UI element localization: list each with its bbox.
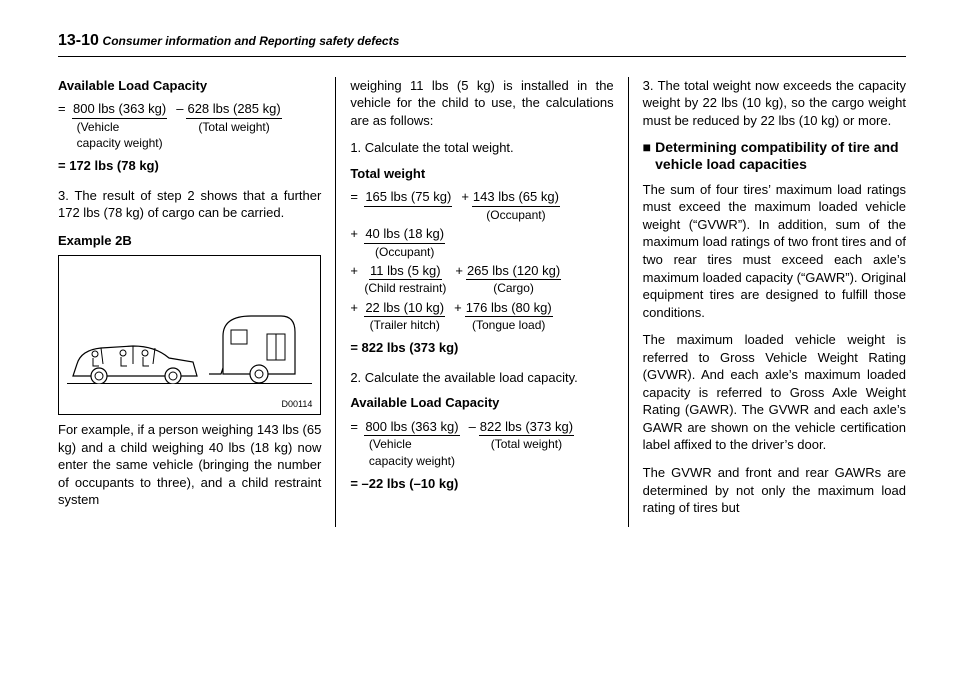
page-header: 13-10 Consumer information and Reporting… (58, 30, 906, 57)
figure-code: D00114 (281, 398, 312, 410)
term-value: 143 lbs (65 kg) (472, 188, 560, 207)
tw-row: + 40 lbs (18 kg)(Occupant) (350, 225, 613, 260)
calc-term: 628 lbs (285 kg) (Total weight) (186, 100, 281, 151)
result-value: –22 lbs (–10 kg) (362, 476, 459, 491)
tw-result: = 822 lbs (373 kg) (350, 339, 613, 357)
tw-row: + 11 lbs (5 kg)(Child restraint) + 265 l… (350, 262, 613, 297)
term-label: (Occupant) (375, 244, 434, 260)
alc-heading-2: Available Load Capacity (350, 394, 613, 412)
step-text: 2. Calculate the available load capacity… (350, 369, 613, 387)
paragraph: The maximum loaded vehicle weight is ref… (643, 331, 906, 454)
term-label: (Total weight) (491, 436, 562, 452)
equals-sign: = (58, 100, 72, 118)
paragraph: weighing 11 lbs (5 kg) is installed in t… (350, 77, 613, 130)
result-value: 822 lbs (373 kg) (362, 340, 459, 355)
vehicle-trailer-figure: D00114 (58, 255, 321, 415)
square-bullet-icon: ■ (643, 139, 651, 156)
row-prefix: = (350, 188, 364, 206)
tw-row: + 22 lbs (10 kg)(Trailer hitch) + 176 lb… (350, 299, 613, 334)
section-heading: ■ Determining compatibility of tire and … (643, 139, 906, 173)
column-1: Available Load Capacity = 800 lbs (363 k… (58, 77, 335, 527)
paragraph: For example, if a person weighing 143 lb… (58, 421, 321, 509)
term-label: (Total weight) (198, 119, 269, 135)
alc-calc-row-2: = 800 lbs (363 kg)(Vehiclecapacity weigh… (350, 418, 613, 469)
term-label: (Vehiclecapacity weight) (77, 119, 163, 151)
row-prefix: + (350, 225, 364, 243)
paragraph: The GVWR and front and rear GAWRs are de… (643, 464, 906, 517)
term-value: 800 lbs (363 kg) (72, 100, 167, 119)
term-value: 822 lbs (373 kg) (479, 418, 574, 437)
minus-op: – (466, 418, 479, 469)
content-columns: Available Load Capacity = 800 lbs (363 k… (58, 77, 906, 527)
page-number: 13-10 (58, 32, 99, 49)
term-label: (Cargo) (493, 280, 534, 296)
paragraph: The sum of four tires’ maximum load rati… (643, 181, 906, 321)
plus-op: + (451, 299, 465, 334)
total-weight-heading: Total weight (350, 165, 613, 183)
car-illustration (71, 336, 201, 384)
term-value: 165 lbs (75 kg) (364, 188, 452, 207)
plus-op: + (452, 262, 466, 297)
term-value: 265 lbs (120 kg) (466, 262, 561, 281)
equals-sign: = (350, 418, 364, 436)
term-value: 176 lbs (80 kg) (465, 299, 553, 318)
tw-row: = 165 lbs (75 kg) + 143 lbs (65 kg)(Occu… (350, 188, 613, 223)
alc-result: = 172 lbs (78 kg) (58, 157, 321, 175)
column-2: weighing 11 lbs (5 kg) is installed in t… (335, 77, 627, 527)
section-title: Determining compatibility of tire and ve… (655, 139, 906, 173)
result-value: 172 lbs (78 kg) (69, 158, 159, 173)
paragraph: 3. The total weight now exceeds the capa… (643, 77, 906, 130)
step-text: 1. Calculate the total weight. (350, 139, 613, 157)
paragraph: 3. The result of step 2 shows that a fur… (58, 187, 321, 222)
term-value: 40 lbs (18 kg) (364, 225, 445, 244)
trailer-illustration (209, 312, 299, 384)
term-label: (Child restraint) (364, 280, 446, 296)
term-label: (Tongue load) (472, 317, 545, 333)
term-label: (Occupant) (486, 207, 545, 223)
column-3: 3. The total weight now exceeds the capa… (628, 77, 906, 527)
alc-result-2: = –22 lbs (–10 kg) (350, 475, 613, 493)
alc-heading: Available Load Capacity (58, 77, 321, 95)
chapter-title: Consumer information and Reporting safet… (103, 34, 400, 48)
term-label: (Trailer hitch) (370, 317, 440, 333)
row-prefix: + (350, 299, 364, 317)
example-heading: Example 2B (58, 232, 321, 250)
calc-term: 800 lbs (363 kg) (Vehiclecapacity weight… (72, 100, 167, 151)
term-value: 628 lbs (285 kg) (186, 100, 281, 119)
term-value: 800 lbs (363 kg) (364, 418, 459, 437)
row-prefix: + (350, 262, 364, 280)
term-value: 11 lbs (5 kg) (369, 262, 442, 281)
alc-calc-row: = 800 lbs (363 kg) (Vehiclecapacity weig… (58, 100, 321, 151)
plus-op: + (458, 188, 472, 223)
term-value: 22 lbs (10 kg) (364, 299, 445, 318)
term-label: (Vehiclecapacity weight) (369, 436, 455, 468)
minus-op: – (173, 100, 186, 151)
